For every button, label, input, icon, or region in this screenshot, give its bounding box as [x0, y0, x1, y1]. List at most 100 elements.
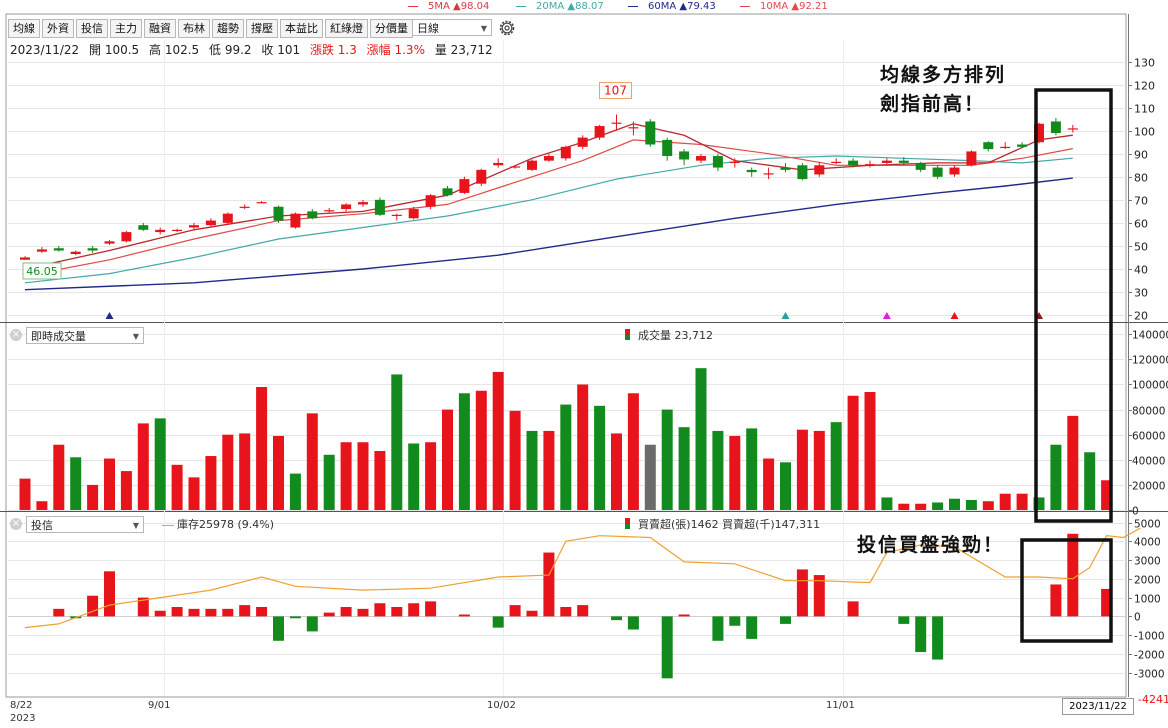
volume-bar — [458, 393, 470, 510]
foreign-investor-button[interactable]: 外資 — [42, 19, 74, 38]
volume-legend: 成交量 23,712 — [625, 327, 713, 343]
volume-bar — [796, 429, 808, 510]
candle-body — [831, 161, 842, 163]
volume-bar — [611, 433, 622, 510]
buysell-bar — [171, 606, 183, 617]
x-label-2: 10/02 — [487, 700, 516, 711]
close-trust-panel-icon[interactable]: × — [10, 518, 22, 530]
candle-body — [307, 211, 318, 219]
highlight-box-price — [1034, 88, 1113, 523]
traffic-light-button[interactable]: 紅綠燈 — [325, 19, 368, 38]
x-label-3: 11/01 — [826, 700, 855, 711]
volume-tick-label: 0 — [1132, 506, 1139, 518]
volume-bar — [222, 434, 234, 510]
trust-tick-label: 1000 — [1134, 594, 1161, 606]
price-tick-label: 50 — [1134, 241, 1148, 254]
volume-bar — [171, 464, 183, 510]
candle-body — [628, 127, 639, 129]
price-tick-label: 130 — [1134, 57, 1155, 70]
volume-bar — [340, 442, 352, 510]
volume-bar — [19, 478, 31, 510]
trust-tick-label: 2000 — [1134, 575, 1161, 587]
trend-button[interactable]: 趨勢 — [212, 19, 244, 38]
ma20-legend: 20MA ▲88.07 — [516, 1, 604, 12]
ma-button[interactable]: 均線 — [8, 19, 40, 38]
volume-legend-swatch — [625, 329, 630, 340]
trust-tick-label: 4000 — [1134, 537, 1161, 549]
price-annotation-line1: 均線多方排列 — [880, 64, 1007, 86]
candle-body — [577, 137, 588, 147]
trust-tick-label: 0 — [1134, 612, 1141, 624]
buysell-bar — [813, 575, 825, 617]
buysell-bar — [256, 606, 268, 617]
candle-body — [898, 160, 909, 163]
candle-body — [679, 151, 690, 160]
buysell-bar — [796, 569, 808, 617]
volume-bar — [273, 435, 284, 510]
volume-bar — [915, 503, 927, 510]
volume-bar — [594, 405, 606, 510]
buysell-bar — [289, 616, 301, 619]
volume-tick-label: 120000 — [1132, 355, 1168, 367]
buysell-bar — [627, 616, 639, 630]
crosshair-date-box: 2023/11/22 — [1062, 698, 1134, 715]
candle-body — [290, 213, 301, 228]
candle-body — [594, 126, 605, 138]
candle-body — [121, 232, 132, 242]
volume-bar — [847, 395, 859, 510]
pe-ratio-button[interactable]: 本益比 — [280, 19, 323, 38]
candle-body — [493, 162, 504, 166]
support-resistance-button[interactable]: 撐壓 — [246, 19, 278, 38]
buysell-bar — [1050, 584, 1062, 617]
buysell-bar — [560, 606, 572, 617]
ma60-line — [24, 177, 1073, 291]
candle-body — [814, 165, 825, 175]
buysell-bar — [239, 605, 251, 617]
price-tick-label: 120 — [1134, 80, 1155, 93]
volume-bar — [577, 384, 589, 510]
volume-bar — [999, 493, 1011, 510]
buysell-legend: 買賣超(張)1462 買賣超(千)147,311 — [625, 516, 820, 532]
quote-low: 低 99.2 — [209, 43, 252, 57]
buysell-bar — [729, 616, 741, 626]
close-volume-panel-icon[interactable]: × — [10, 329, 22, 341]
candle-body — [712, 156, 723, 168]
period-select[interactable]: 日線 ▼ — [412, 19, 492, 36]
volume-bar — [53, 444, 65, 510]
investment-trust-button[interactable]: 投信 — [76, 19, 108, 38]
candle-body — [374, 199, 385, 215]
candle-body — [915, 162, 926, 170]
trust-panel-select[interactable]: 投信 ▼ — [26, 516, 144, 533]
margin-button[interactable]: 融資 — [144, 19, 176, 38]
price-tick-label: 80 — [1134, 172, 1148, 185]
volume-bar — [898, 503, 910, 510]
volume-bar — [729, 435, 741, 510]
gear-icon[interactable] — [497, 18, 517, 38]
candle-body — [476, 169, 487, 184]
candle-body — [20, 257, 30, 260]
volume-bar — [374, 451, 386, 510]
volume-bar — [965, 499, 977, 510]
buysell-bar — [712, 616, 724, 641]
buysell-bar — [509, 605, 521, 617]
volume-panel-select[interactable]: 即時成交量 ▼ — [26, 327, 144, 344]
candle-body — [763, 173, 774, 175]
bollinger-button[interactable]: 布林 — [178, 19, 210, 38]
candle-body — [273, 206, 284, 221]
volume-bar — [323, 454, 335, 510]
chevron-down-icon: ▼ — [132, 332, 139, 341]
buysell-bar — [205, 608, 217, 617]
chevron-down-icon: ▼ — [132, 521, 139, 530]
candle-body — [442, 188, 453, 196]
quote-open: 開 100.5 — [89, 43, 140, 57]
main-force-button[interactable]: 主力 — [110, 19, 142, 38]
volume-profile-button[interactable]: 分價量 — [370, 19, 413, 38]
buysell-legend-text: 買賣超(張)1462 買賣超(千)147,311 — [638, 518, 821, 531]
indicator-toolbar: 均線 外資 投信 主力 融資 布林 趨勢 撐壓 本益比 紅綠燈 分價量 — [8, 19, 413, 38]
buysell-bar — [222, 608, 234, 617]
buysell-bar — [53, 608, 65, 617]
volume-panel-select-value: 即時成交量 — [31, 330, 86, 343]
volume-bar — [982, 501, 994, 510]
trust-tick-label: 3000 — [1134, 556, 1161, 568]
